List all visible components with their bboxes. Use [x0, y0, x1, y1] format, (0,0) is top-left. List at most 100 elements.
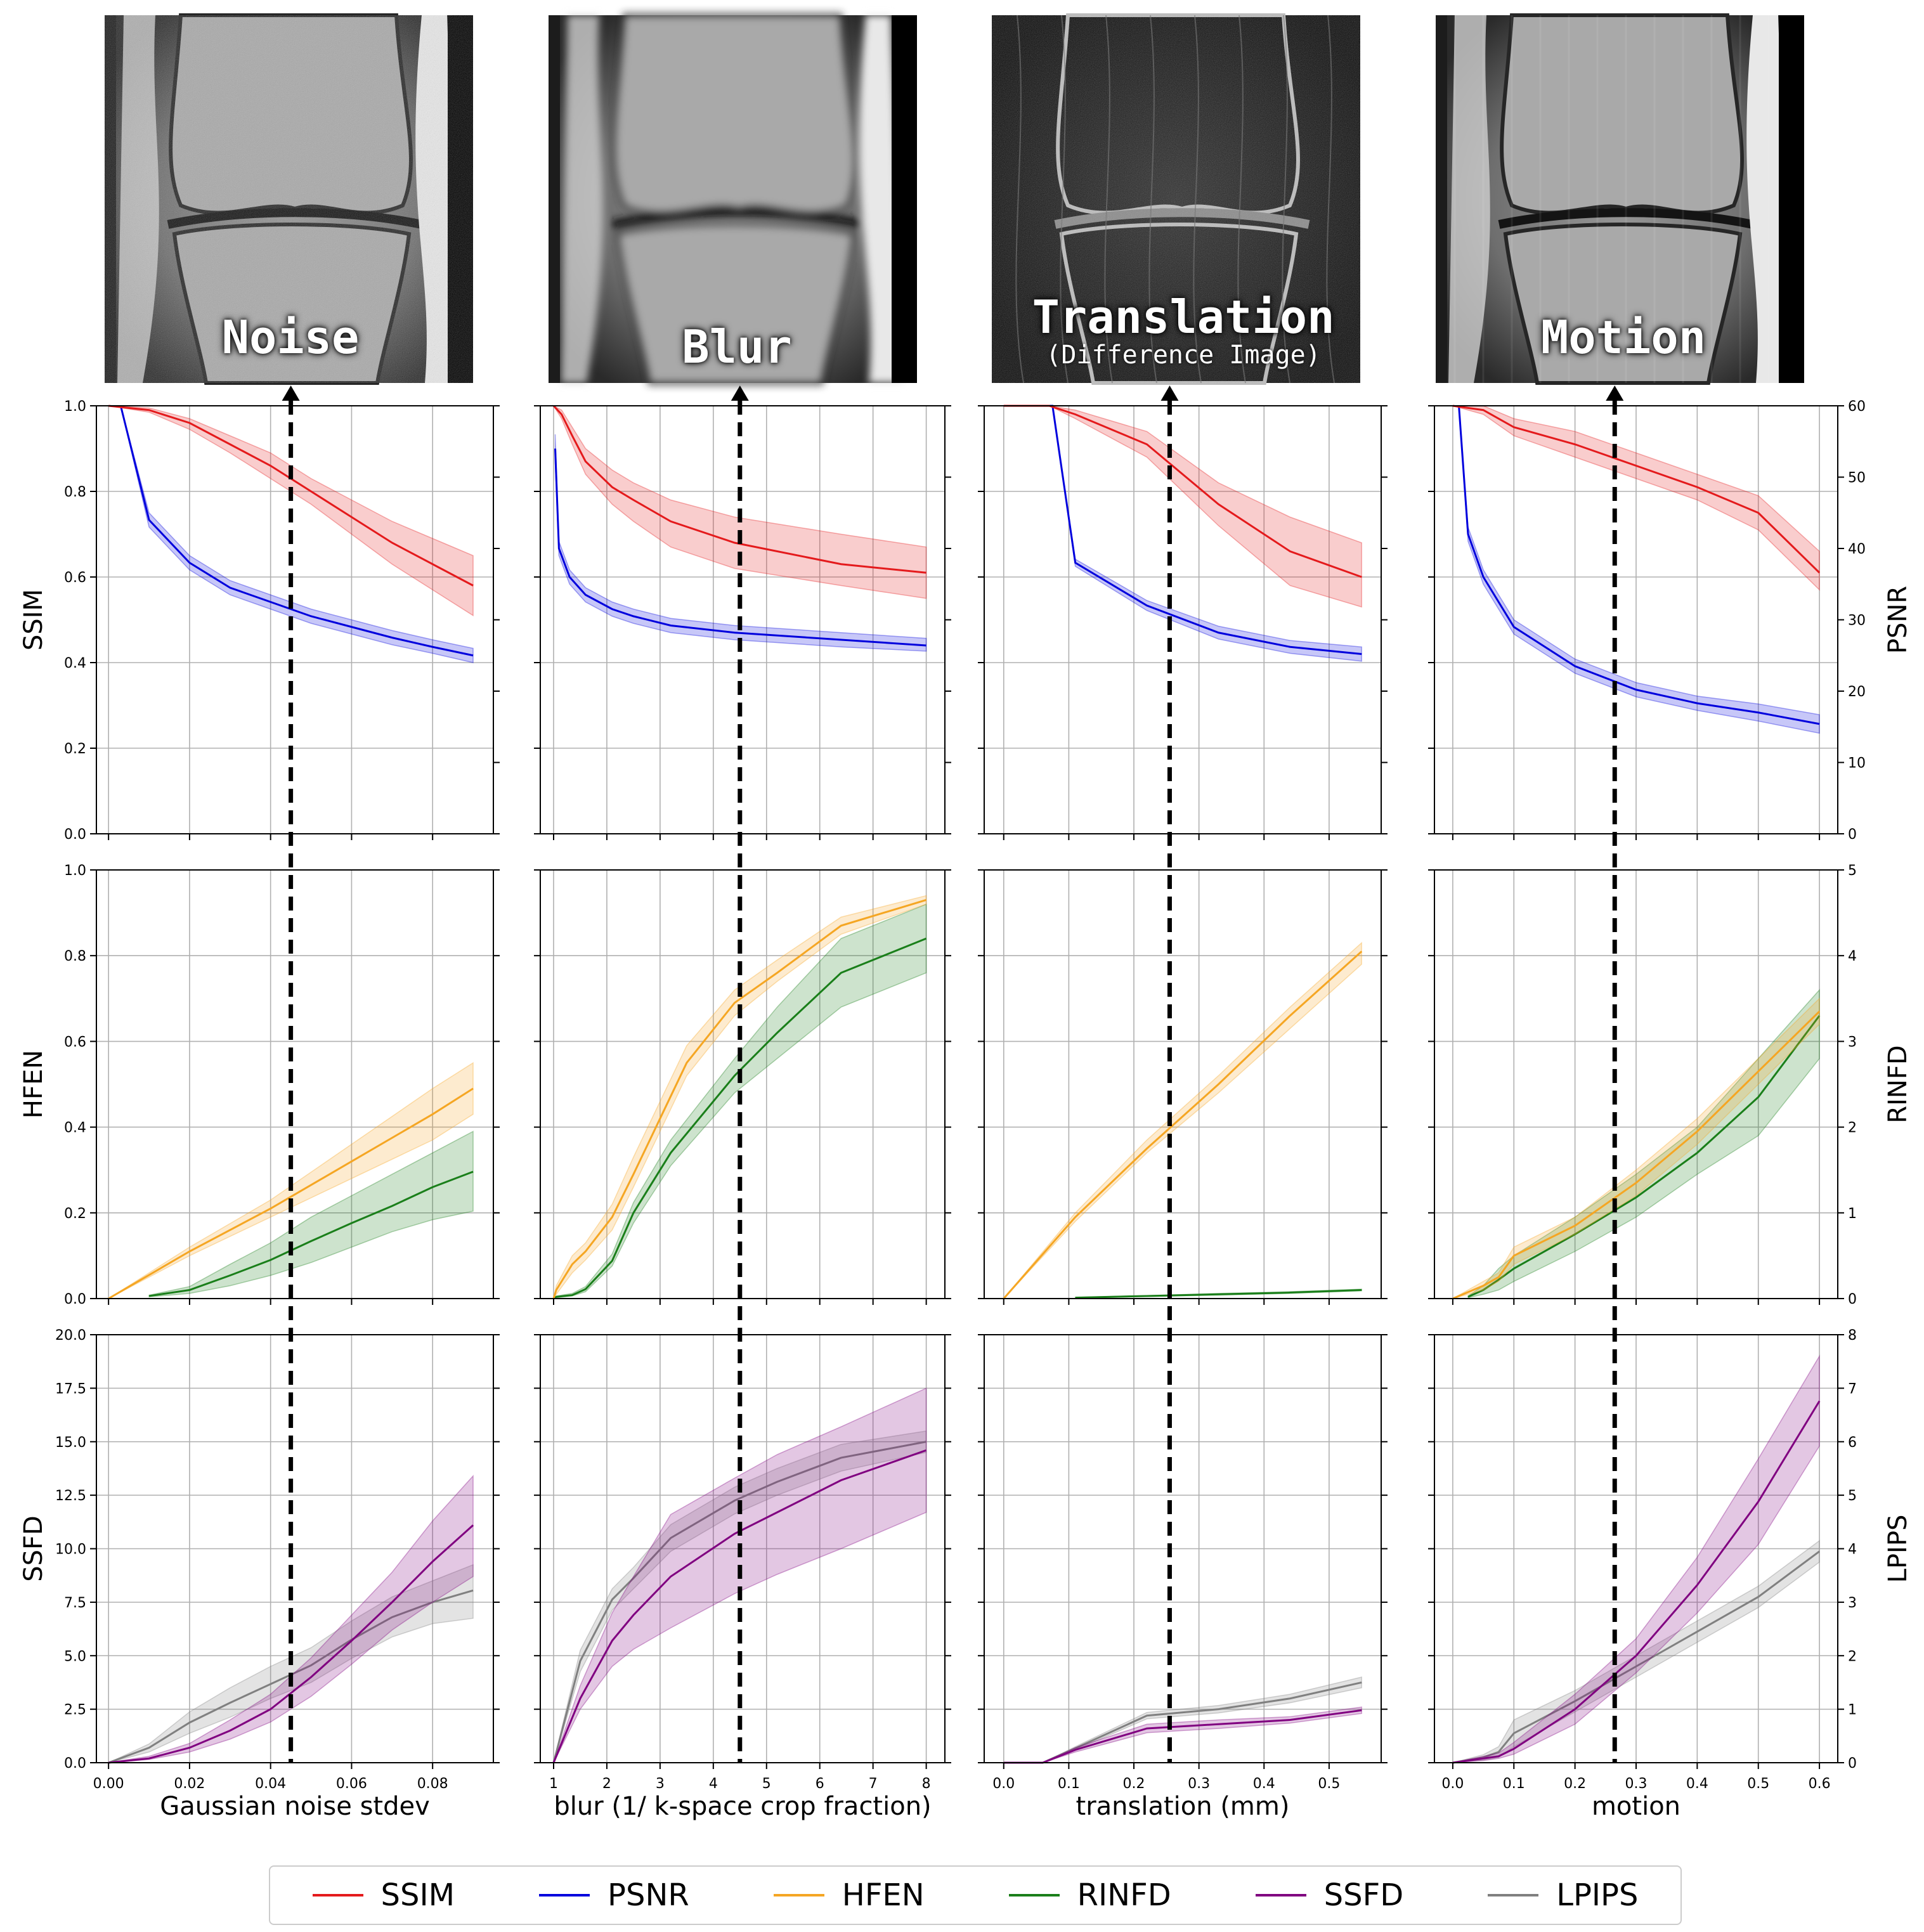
legend-label: LPIPS	[1556, 1877, 1639, 1913]
series-line-rinfd	[553, 937, 927, 1300]
legend-swatch	[312, 1894, 363, 1896]
tick-label-right: 7	[1848, 1381, 1857, 1397]
legend-swatch	[1488, 1894, 1539, 1896]
tick-label-left: 20.0	[55, 1328, 86, 1344]
tick-label-x: 0.08	[417, 1776, 448, 1792]
tick-label-left: 0.8	[64, 484, 86, 500]
panel-motion-row3: 0 1 2 3 4 5 6 7 8 0.0 0.1 0.2 0.3 0.4 0.5 0.6	[1428, 1328, 1857, 1792]
series-line-ssim	[552, 405, 926, 574]
tick-label-left: 0.0	[64, 1292, 86, 1307]
panel-motion-row2: 0 1 2 3 4 5	[1428, 863, 1857, 1307]
tick-label-x: 7	[869, 1776, 878, 1792]
tick-label-x: 6	[816, 1776, 824, 1792]
tick-label-left: 15.0	[55, 1435, 86, 1451]
legend-item-ssim: SSIM	[312, 1877, 455, 1913]
tick-label-x: 1	[549, 1776, 558, 1792]
band-psnr	[554, 434, 927, 652]
tick-label-right: 3	[1848, 1595, 1857, 1611]
mri-thumbnails	[105, 13, 1804, 385]
tibia-shape	[616, 223, 855, 385]
chart-panels: 0.00.20.40.60.81.00.00.20.40.60.81.00.02…	[55, 399, 1866, 1792]
tick-label-left: 0.8	[64, 949, 86, 964]
series-line-ssfd	[1452, 1400, 1821, 1764]
joint-line	[1498, 208, 1754, 229]
tick-label-right: 40	[1848, 541, 1866, 557]
panel-translation-row2	[978, 869, 1388, 1305]
tick-label-right: 0	[1848, 1292, 1857, 1307]
band-ssim	[1452, 405, 1820, 592]
series-line-psnr	[119, 405, 474, 657]
legend: SSIM PSNR HFEN RINFD SSFD LPIPS	[269, 1865, 1682, 1925]
band-psnr	[1458, 405, 1820, 734]
y-axis-label-left: SSIM	[19, 589, 48, 651]
tick-label-right: 0	[1848, 1756, 1857, 1772]
image-edge	[1436, 15, 1447, 383]
legend-item-ssfd: SSFD	[1255, 1877, 1403, 1913]
noise-texture	[105, 15, 473, 383]
tick-label-left: 1.0	[64, 863, 86, 879]
mri-image-motion	[1436, 13, 1804, 385]
axes-frame	[540, 869, 946, 1299]
tick-label-right: 5	[1848, 1488, 1857, 1504]
image-edge	[892, 15, 917, 383]
tick-label-right: 4	[1848, 1542, 1857, 1558]
mri-image-diff	[992, 13, 1360, 385]
legend-swatch	[539, 1894, 590, 1896]
x-axis-label: Gaussian noise stdev	[160, 1792, 430, 1821]
tick-label-right: 5	[1848, 863, 1857, 879]
legend-swatch	[1255, 1894, 1306, 1896]
legend-label: RINFD	[1077, 1877, 1171, 1913]
legend-label: HFEN	[842, 1877, 925, 1913]
tick-label-right: 50	[1848, 470, 1866, 486]
band-rinfd	[553, 903, 927, 1299]
tick-label-x: 0.2	[1564, 1776, 1586, 1792]
axes-frame	[96, 869, 494, 1299]
tick-label-right: 10	[1848, 756, 1866, 772]
tick-label-left: 5.0	[64, 1649, 86, 1664]
thumbnail-title-blur: Blur	[682, 320, 792, 373]
legend-label: SSIM	[380, 1877, 455, 1913]
tick-label-left: 1.0	[64, 399, 86, 415]
thumbnail-title-motion: Motion	[1540, 311, 1706, 364]
panel-motion-row1: 0 10 20 30 40 50 60	[1428, 399, 1866, 843]
tick-label-left: 17.5	[55, 1381, 86, 1397]
tick-label-right: 4	[1848, 949, 1857, 964]
marker-arrowhead	[1160, 386, 1179, 401]
tick-label-left: 10.0	[55, 1542, 86, 1558]
tick-label-right: 2	[1848, 1649, 1857, 1664]
tick-label-x: 0.06	[336, 1776, 367, 1792]
marker-arrowhead	[731, 386, 749, 401]
legend-swatch	[773, 1894, 824, 1896]
tick-label-x: 0.6	[1809, 1776, 1831, 1792]
panel-blur-row3: 1 2 3 4 5 6 7 8	[534, 1334, 951, 1792]
panel-noise-row3: 0.0 2.5 5.0 7.5 10.0 12.5 15.0 17.5 20.0 0.00 0.02…	[55, 1328, 500, 1792]
x-axis-label: motion	[1592, 1792, 1680, 1821]
tick-label-left: 0.0	[64, 827, 86, 843]
tick-label-x: 0.4	[1686, 1776, 1708, 1792]
joint-line	[611, 208, 867, 229]
soft-tissue	[561, 15, 603, 383]
tick-label-right: 3	[1848, 1034, 1857, 1050]
axis-labels: Gaussian noise stdev blur (1/ k-space cro…	[19, 586, 1913, 1821]
tick-label-right: 2	[1848, 1120, 1857, 1136]
tick-label-left: 0.6	[64, 570, 86, 586]
tick-label-right: 20	[1848, 684, 1866, 700]
plot-area	[96, 406, 493, 834]
legend-swatch	[1008, 1894, 1060, 1896]
band-ssim	[552, 405, 927, 599]
tick-label-x: 0.2	[1123, 1776, 1145, 1792]
tick-label-left: 0.4	[64, 656, 86, 671]
tick-label-left: 0.2	[64, 1206, 86, 1222]
panel-translation-row1	[978, 405, 1388, 840]
tick-label-left: 0.4	[64, 1120, 86, 1136]
panel-translation-row3: 0.0 0.1 0.2 0.3 0.4 0.5	[978, 1334, 1388, 1792]
y-axis-label-right: LPIPS	[1883, 1515, 1913, 1583]
series-line-ssim	[1452, 405, 1821, 574]
image-edge	[1779, 15, 1804, 383]
legend-label: PSNR	[608, 1877, 689, 1913]
tick-label-right: 30	[1848, 613, 1866, 629]
tick-label-right: 1	[1848, 1206, 1857, 1222]
series-line-ssfd	[108, 1524, 474, 1764]
band-ssim	[1003, 405, 1362, 608]
tick-label-right: 60	[1848, 399, 1866, 415]
